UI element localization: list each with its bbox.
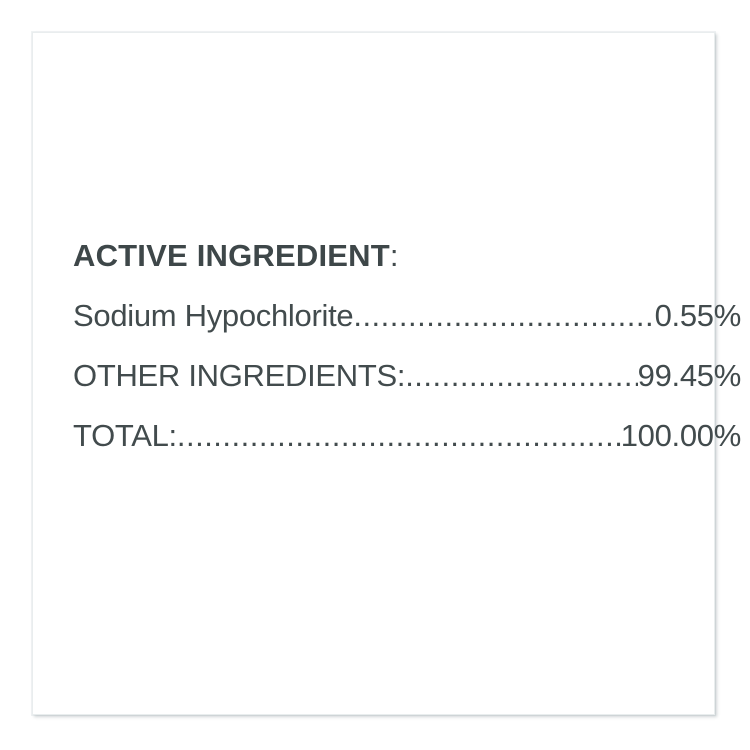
dot-leader: ........................................… <box>176 419 621 454</box>
ingredients-list: ACTIVE INGREDIENT: Sodium Hypochlorite .… <box>73 238 742 453</box>
heading-colon: : <box>389 238 399 273</box>
heading-text: ACTIVE INGREDIENT <box>73 238 390 273</box>
ingredient-percentage: 0.55% <box>654 298 742 334</box>
ingredient-row-active: Sodium Hypochlorite ....................… <box>73 298 742 334</box>
active-ingredient-heading: ACTIVE INGREDIENT: <box>73 238 741 273</box>
ingredient-row-other: OTHER INGREDIENTS: .....................… <box>73 359 741 393</box>
ingredient-name: TOTAL: <box>73 418 177 454</box>
ingredient-row-total: TOTAL: .................................… <box>73 419 741 453</box>
ingredient-percentage: 99.45% <box>637 358 742 394</box>
ingredient-name: OTHER INGREDIENTS: <box>73 358 406 394</box>
ingredient-name: Sodium Hypochlorite <box>73 298 354 334</box>
dot-leader: ........................................… <box>353 299 655 334</box>
dot-leader: ........................................… <box>405 359 637 394</box>
ingredient-percentage: 100.00% <box>620 418 742 454</box>
ingredient-label-panel: ACTIVE INGREDIENT: Sodium Hypochlorite .… <box>32 32 741 715</box>
